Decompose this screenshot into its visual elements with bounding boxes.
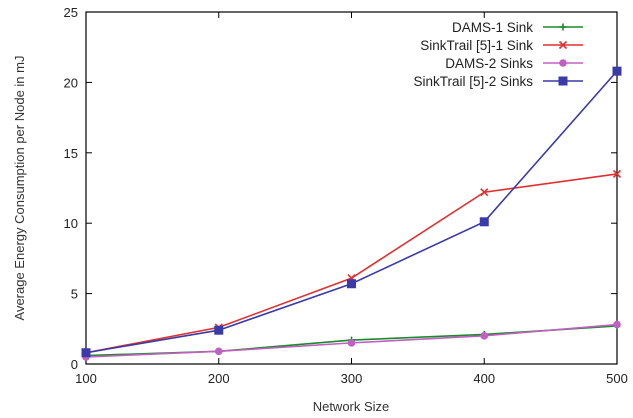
- series-3: [82, 321, 621, 361]
- y-tick-label: 5: [71, 287, 78, 302]
- x-axis-label: Network Size: [313, 399, 390, 414]
- x-tick-label: 400: [473, 371, 495, 386]
- series-4: [82, 67, 622, 358]
- legend-entry-label: SinkTrail [5]-1 Sink: [420, 38, 533, 53]
- data-point: [480, 332, 488, 340]
- legend-entry-label: DAMS-2 Sinks: [445, 56, 533, 71]
- data-point: [613, 321, 621, 329]
- data-point: [613, 67, 622, 76]
- data-point: [215, 348, 223, 356]
- x-tick-label: 200: [208, 371, 230, 386]
- x-tick-label: 500: [606, 371, 628, 386]
- data-point: [348, 339, 356, 347]
- legend: DAMS-1 Sink SinkTrail [5]-1 Sink DAMS-2 Si…: [413, 20, 583, 89]
- legend-marker: [559, 77, 568, 86]
- series-line: [86, 174, 617, 353]
- series-2: [83, 170, 621, 356]
- y-tick-label: 10: [64, 216, 78, 231]
- y-tick-label: 15: [64, 146, 78, 161]
- data-point: [347, 279, 356, 288]
- y-tick-label: 0: [71, 357, 78, 372]
- legend-marker: [560, 24, 567, 31]
- series-line: [86, 71, 617, 353]
- legend-marker: [559, 59, 567, 67]
- y-tick-label: 20: [64, 75, 78, 90]
- x-tick-label: 300: [341, 371, 363, 386]
- y-axis-label: Average Energy Consumption per Node in m…: [12, 56, 27, 321]
- legend-entry-label: DAMS-1 Sink: [452, 20, 533, 35]
- x-tick-label: 100: [75, 371, 97, 386]
- data-point: [214, 326, 223, 335]
- data-point: [480, 217, 489, 226]
- legend-entry-label: SinkTrail [5]-2 Sinks: [413, 74, 533, 89]
- plot-frame: [86, 12, 617, 364]
- y-tick-label: 25: [64, 5, 78, 20]
- data-point: [82, 348, 91, 357]
